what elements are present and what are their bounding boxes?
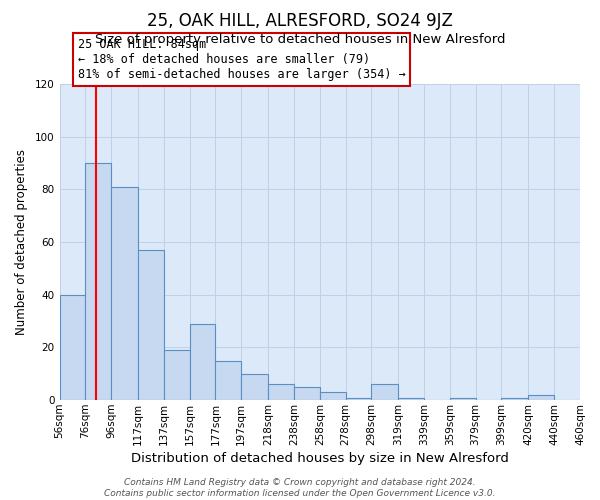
Bar — [398, 398, 424, 400]
X-axis label: Distribution of detached houses by size in New Alresford: Distribution of detached houses by size … — [131, 452, 509, 465]
Bar — [85, 163, 111, 400]
Bar — [294, 387, 320, 400]
Bar — [190, 324, 215, 400]
Bar — [450, 398, 476, 400]
Bar — [59, 295, 85, 400]
Text: 25 OAK HILL: 84sqm
← 18% of detached houses are smaller (79)
81% of semi-detache: 25 OAK HILL: 84sqm ← 18% of detached hou… — [78, 38, 406, 81]
Bar — [111, 186, 138, 400]
Bar — [320, 392, 346, 400]
Text: 25, OAK HILL, ALRESFORD, SO24 9JZ: 25, OAK HILL, ALRESFORD, SO24 9JZ — [147, 12, 453, 30]
Bar — [346, 398, 371, 400]
Bar — [371, 384, 398, 400]
Bar — [502, 398, 529, 400]
Bar — [138, 250, 164, 400]
Y-axis label: Number of detached properties: Number of detached properties — [15, 149, 28, 335]
Bar — [215, 360, 241, 400]
Bar — [529, 395, 554, 400]
Bar — [268, 384, 294, 400]
Text: Contains HM Land Registry data © Crown copyright and database right 2024.
Contai: Contains HM Land Registry data © Crown c… — [104, 478, 496, 498]
Bar — [241, 374, 268, 400]
Text: Size of property relative to detached houses in New Alresford: Size of property relative to detached ho… — [95, 32, 505, 46]
Bar — [164, 350, 190, 400]
